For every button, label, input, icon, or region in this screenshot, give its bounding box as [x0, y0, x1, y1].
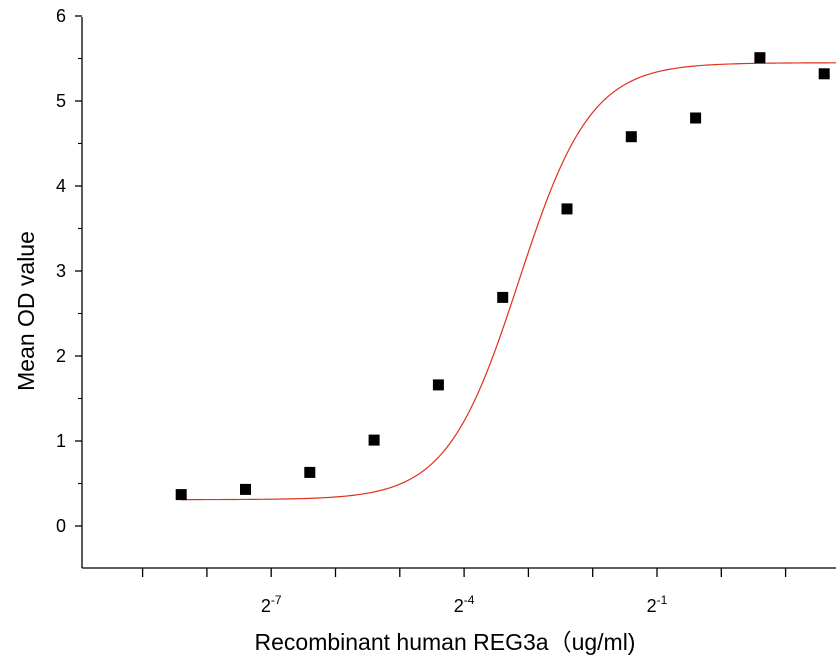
y-tick-label: 6 — [56, 6, 66, 26]
y-tick-label: 1 — [56, 431, 66, 451]
data-point — [497, 292, 508, 303]
data-point — [690, 113, 701, 124]
data-points — [176, 52, 830, 500]
y-tick-label: 2 — [56, 346, 66, 366]
x-tick-label: 2-7 — [261, 593, 282, 616]
axes — [82, 17, 836, 568]
data-point — [240, 484, 251, 495]
y-tick-label: 3 — [56, 261, 66, 281]
data-point — [433, 379, 444, 390]
data-point — [819, 68, 830, 79]
y-tick-label: 5 — [56, 91, 66, 111]
y-tick-label: 4 — [56, 176, 66, 196]
y-tick-label: 0 — [56, 516, 66, 536]
data-point — [754, 52, 765, 63]
data-point — [562, 203, 573, 214]
data-point — [304, 467, 315, 478]
tick-labels: 0 1 2 3 4 5 6 2-7 2-4 2-1 — [56, 6, 668, 616]
data-point — [626, 131, 637, 142]
fit-curve — [181, 63, 836, 500]
data-point — [369, 435, 380, 446]
y-axis-title: Mean OD value — [13, 231, 39, 391]
data-point — [176, 489, 187, 500]
x-tick-label: 2-4 — [454, 593, 475, 616]
x-axis-title: Recombinant human REG3a（ug/ml) — [255, 629, 636, 655]
x-tick-label: 2-1 — [647, 593, 668, 616]
